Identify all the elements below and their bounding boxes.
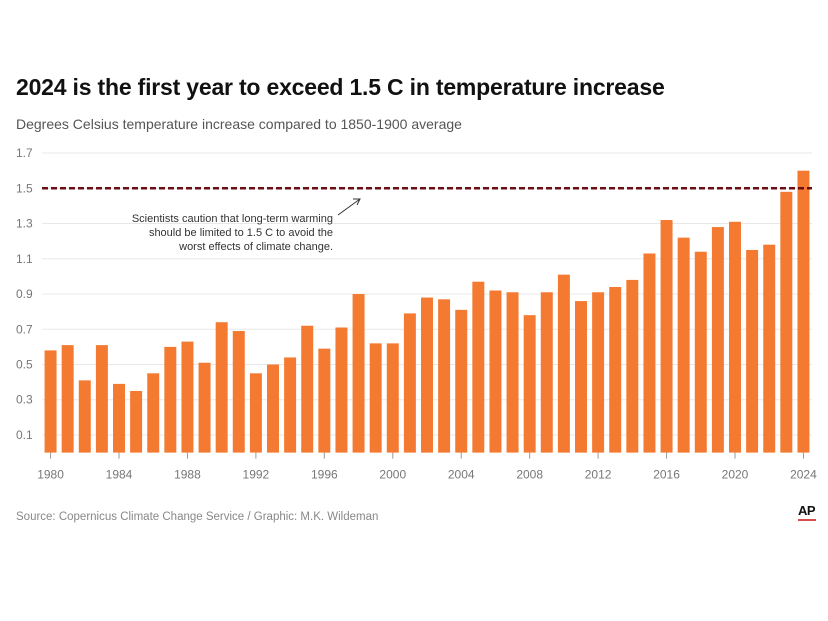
y-axis-ticks: 0.1 0.3 0.5 0.7 0.9 1.1 1.3 1.5 1.7 [16,146,33,442]
bar-1987 [164,346,177,453]
x-tick-label: 1992 [243,468,270,482]
bar-1994 [284,357,297,453]
bar-2013 [609,286,622,453]
bar-1995 [301,325,314,453]
chart-title: 2024 is the first year to exceed 1.5 C i… [16,74,665,100]
annotation-line: Scientists caution that long-term warmin… [132,213,333,225]
bar-1996 [318,348,331,453]
bar-2000 [386,343,399,453]
y-tick-label: 1.1 [16,252,33,266]
bar-1992 [249,373,262,453]
bars [44,170,810,453]
chart-subtitle: Degrees Celsius temperature increase com… [16,116,462,132]
x-tick-label: 1984 [106,468,133,482]
x-tick-label: 2012 [585,468,612,482]
bar-2019 [711,227,724,453]
bar-1993 [267,364,279,453]
x-tick-label: 2024 [790,468,817,482]
bar-2015 [643,253,656,453]
bar-2006 [489,290,502,453]
bar-1997 [335,327,348,453]
bar-2014 [626,279,639,453]
x-tick-label: 2008 [516,468,543,482]
ap-logo: AP [798,503,816,518]
y-tick-label: 1.3 [16,217,33,231]
bar-2003 [438,299,451,453]
bar-1990 [215,322,228,453]
ap-logo-underline [798,519,816,521]
source-credit: Source: Copernicus Climate Change Servic… [16,511,379,523]
bar-2024 [797,170,810,453]
bar-1986 [147,373,160,453]
y-tick-label: 0.5 [16,358,33,372]
bar-2020 [729,221,741,453]
y-tick-label: 1.5 [16,181,33,195]
bar-2017 [677,237,690,453]
bar-1999 [369,343,382,453]
annotation: Scientists caution that long-term warmin… [132,198,361,253]
bar-1991 [232,331,245,453]
x-tick-label: 1988 [174,468,201,482]
bar-2004 [455,309,468,453]
bar-2016 [660,220,673,453]
bar-1984 [113,383,125,453]
annotation-line: should be limited to 1.5 C to avoid the [149,227,333,239]
bar-1989 [198,362,211,453]
bar-2008 [523,315,536,453]
annotation-arrow-icon [337,198,361,216]
bar-1982 [78,380,91,453]
y-tick-label: 0.1 [16,428,33,442]
bar-2012 [592,292,605,453]
bar-1983 [95,345,108,453]
bar-2022 [763,244,776,453]
x-tick-label: 2004 [448,468,475,482]
x-tick-label: 1996 [311,468,338,482]
bar-2002 [421,297,433,453]
bar-1981 [61,345,74,453]
bar-2018 [694,251,707,453]
y-tick-label: 0.9 [16,287,33,301]
y-tick-label: 0.3 [16,393,33,407]
bar-2007 [506,292,519,453]
x-tick-label: 2016 [653,468,680,482]
bar-1988 [181,341,194,453]
bar-1980 [44,350,57,453]
x-tick-label: 2020 [722,468,749,482]
x-axis-ticks: 1980 1984 1988 1992 1996 2000 2004 2008 2012 2016… [37,452,817,482]
bar-1998 [352,294,365,453]
bar-2023 [780,191,793,453]
bar-2001 [403,313,416,453]
annotation-arrowhead-icon [353,198,361,206]
bar-2010 [557,274,570,453]
bar-2011 [575,301,587,453]
x-tick-label: 1980 [37,468,64,482]
x-tick-label: 2000 [379,468,406,482]
y-tick-label: 1.7 [16,146,33,160]
y-tick-label: 0.7 [16,322,33,336]
annotation-line: worst effects of climate change. [178,241,333,253]
bar-2005 [472,281,485,453]
bar-1985 [130,390,143,453]
bar-2009 [540,292,553,453]
bar-chart: 0.1 0.3 0.5 0.7 0.9 1.1 1.3 1.5 1.7 1980 1984 1988… [16,146,817,482]
bar-2021 [746,249,759,453]
